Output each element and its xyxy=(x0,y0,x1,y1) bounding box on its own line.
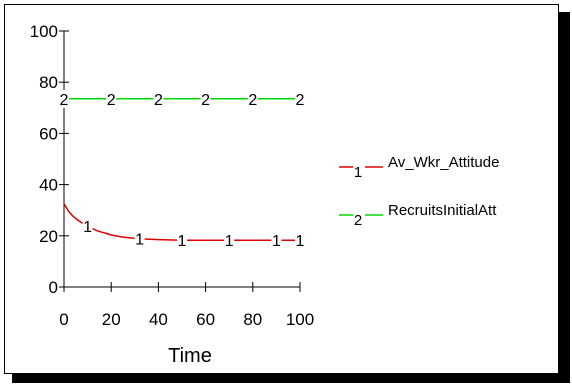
x-tick-label: 100 xyxy=(286,310,314,329)
marker-background xyxy=(134,229,145,248)
legend-label: Av_Wkr_Attitude xyxy=(388,154,499,171)
x-tick-label: 40 xyxy=(149,310,168,329)
marker-background xyxy=(295,89,305,108)
y-tick-label: 40 xyxy=(39,176,58,195)
x-tick-label: 80 xyxy=(243,310,262,329)
series-marker: 2 xyxy=(154,92,163,109)
series-marker: 2 xyxy=(107,92,116,109)
series-marker: 1 xyxy=(135,232,144,249)
series-marker: 1 xyxy=(83,219,92,236)
legend-marker: 1 xyxy=(354,164,362,181)
x-tick-label: 20 xyxy=(102,310,121,329)
y-tick-label: 80 xyxy=(39,73,58,92)
y-tick-label: 60 xyxy=(39,124,58,143)
marker-background xyxy=(82,217,93,236)
legend-item: 1 Av_Wkr_Attitude xyxy=(339,154,499,181)
y-tick-label: 20 xyxy=(39,227,58,246)
panel xyxy=(4,4,559,374)
series-marker: 2 xyxy=(60,92,69,109)
legend-item: 2 RecruitsInitialAtt xyxy=(339,202,497,229)
marker-background xyxy=(295,231,305,250)
series-marker: 1 xyxy=(178,233,187,250)
series-marker: 1 xyxy=(296,233,305,250)
x-tick-label: 0 xyxy=(59,310,68,329)
marker-background xyxy=(59,89,69,108)
series-marker: 2 xyxy=(248,92,257,109)
series-marker: 2 xyxy=(201,92,210,109)
series-marker: 2 xyxy=(296,92,305,109)
marker-background xyxy=(106,89,117,108)
marker-background xyxy=(200,89,211,108)
y-tick-label: 0 xyxy=(49,278,58,297)
x-axis-label: Time xyxy=(168,345,212,367)
series-marker: 1 xyxy=(272,233,281,250)
series-lines xyxy=(63,98,300,241)
x-tick-label: 60 xyxy=(196,310,215,329)
x-ticks: 0 20 40 60 80 100 xyxy=(59,282,314,329)
series-line xyxy=(63,203,300,241)
marker-background xyxy=(153,89,164,108)
marker-background xyxy=(177,231,187,250)
marker-background xyxy=(247,89,258,108)
legend-marker: 2 xyxy=(354,212,362,229)
legend-label: RecruitsInitialAtt xyxy=(388,202,497,219)
y-ticks: 0 20 40 60 80 100 xyxy=(30,22,69,297)
series-marker: 1 xyxy=(225,233,234,250)
y-tick-label: 100 xyxy=(30,22,58,41)
series-markers: 11 1 1 1 12 2 2 2 2 2 xyxy=(59,89,305,250)
marker-background xyxy=(271,231,282,250)
marker-background xyxy=(224,231,235,250)
legend: 1 Av_Wkr_Attitude 2 RecruitsInitialAtt xyxy=(339,154,499,229)
